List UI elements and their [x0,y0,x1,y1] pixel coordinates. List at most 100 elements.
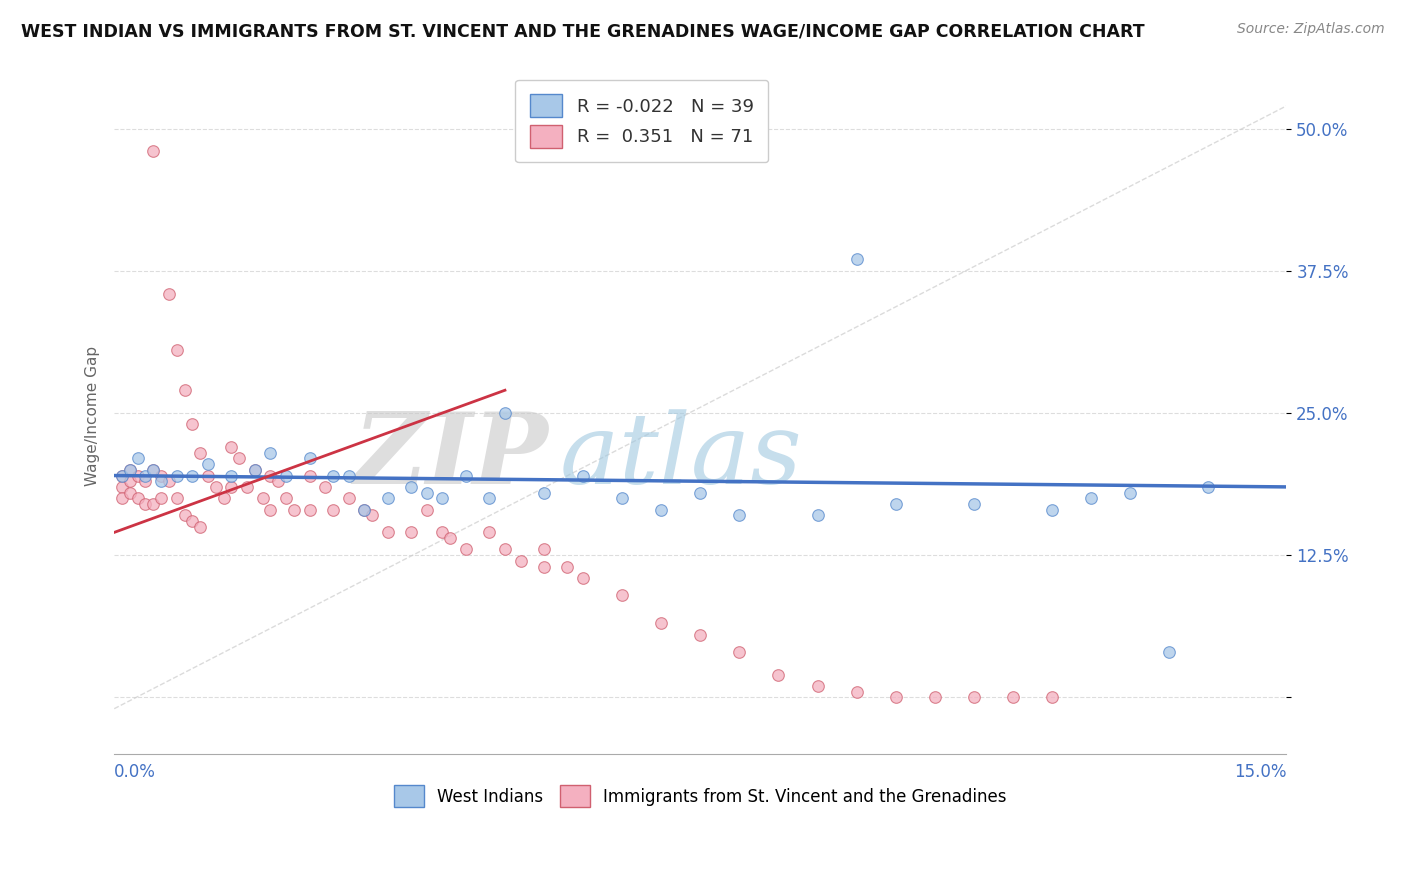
Point [197,468,219,483]
Point [243,463,266,477]
Point [1119,485,1142,500]
Point [142,497,165,511]
Point [267,474,290,488]
Point [689,628,711,642]
Text: WEST INDIAN VS IMMIGRANTS FROM ST. VINCENT AND THE GRENADINES WAGE/INCOME GAP CO: WEST INDIAN VS IMMIGRANTS FROM ST. VINCE… [21,22,1144,40]
Point [221,440,243,454]
Point [276,491,298,506]
Point [118,463,141,477]
Point [111,468,134,483]
Point [361,508,384,523]
Point [399,480,422,494]
Point [298,451,321,466]
Point [884,690,907,705]
Point [337,491,360,506]
Point [259,446,281,460]
Point [127,468,149,483]
Point [533,485,555,500]
Point [612,588,634,602]
Point [454,542,477,557]
Point [377,491,399,506]
Point [221,468,243,483]
Point [416,502,439,516]
Point [118,474,141,488]
Point [127,451,149,466]
Point [150,468,173,483]
Point [188,519,211,533]
Point [181,468,204,483]
Point [1040,690,1063,705]
Point [204,480,226,494]
Point [166,491,188,506]
Point [259,468,281,483]
Point [150,474,173,488]
Point [118,463,141,477]
Point [612,491,634,506]
Point [924,690,946,705]
Text: ZIP: ZIP [353,409,548,505]
Point [963,690,986,705]
Point [236,480,259,494]
Point [1040,502,1063,516]
Point [454,468,477,483]
Point [157,474,180,488]
Point [806,679,828,693]
Point [689,485,711,500]
Point [259,502,281,516]
Text: 15.0%: 15.0% [1234,764,1286,781]
Text: atlas: atlas [560,409,803,504]
Point [337,468,360,483]
Point [1159,645,1181,659]
Point [228,451,250,466]
Point [298,468,321,483]
Point [127,491,149,506]
Point [494,542,516,557]
Point [134,468,156,483]
Point [166,468,188,483]
Point [399,525,422,540]
Point [157,286,180,301]
Point [142,463,165,477]
Point [572,468,595,483]
Point [197,457,219,471]
Point [1197,480,1219,494]
Point [118,485,141,500]
Point [439,531,461,545]
Point [494,406,516,420]
Point [509,554,531,568]
Point [353,502,375,516]
Point [572,571,595,585]
Point [322,502,344,516]
Point [298,502,321,516]
Text: Source: ZipAtlas.com: Source: ZipAtlas.com [1237,22,1385,37]
Point [111,491,134,506]
Point [557,559,579,574]
Point [650,616,672,631]
Point [134,497,156,511]
Point [181,514,204,528]
Point [111,468,134,483]
Point [845,684,868,698]
Point [845,252,868,267]
Point [150,491,173,506]
Point [134,474,156,488]
Point [432,525,454,540]
Text: 0.0%: 0.0% [114,764,156,781]
Point [142,145,165,159]
Point [768,667,790,681]
Point [243,463,266,477]
Point [533,559,555,574]
Point [432,491,454,506]
Point [276,468,298,483]
Point [728,508,751,523]
Point [173,508,195,523]
Point [478,525,501,540]
Point [181,417,204,432]
Point [221,480,243,494]
Point [314,480,336,494]
Point [478,491,501,506]
Point [142,463,165,477]
Point [1001,690,1024,705]
Point [533,542,555,557]
Point [377,525,399,540]
